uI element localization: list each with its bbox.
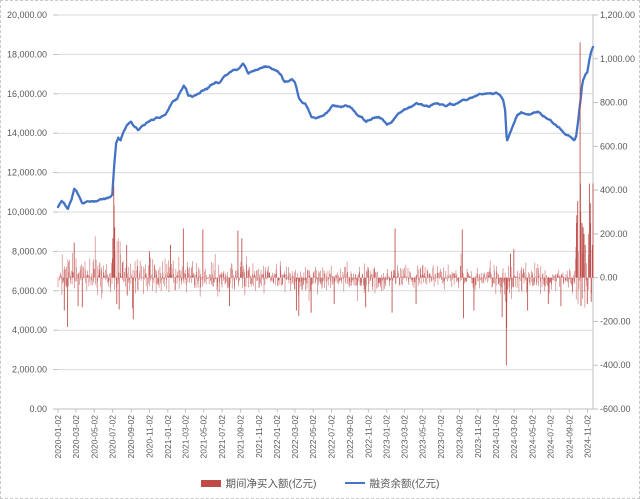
x-axis-label: 2020-07-02 (108, 415, 118, 459)
y-axis-label-left: 20,000.00 (7, 10, 47, 20)
x-axis-label: 2021-09-02 (236, 415, 246, 459)
y-axis-label-right: 400.00 (600, 185, 628, 195)
y-axis-label-left: 8,000.00 (12, 246, 47, 256)
y-axis-label-left: 10,000.00 (7, 207, 47, 217)
y-axis-label-right: 200.00 (600, 229, 628, 239)
y-axis-label-left: 12,000.00 (7, 168, 47, 178)
x-axis-label: 2024-01-02 (491, 415, 501, 459)
gridlines (53, 14, 598, 413)
legend-label-net-buy: 期间净买入额(亿元) (225, 477, 317, 490)
y-axis-label-right: 600.00 (600, 141, 628, 151)
legend-swatch-balance-line (344, 481, 365, 485)
y-axis-label-left: 2,000.00 (12, 365, 47, 375)
x-axis-label: 2022-05-02 (308, 415, 318, 459)
x-axis-label: 2021-01-02 (163, 415, 173, 459)
x-axis-label: 2021-03-02 (180, 415, 190, 459)
y-axis-label-left: 4,000.00 (12, 325, 47, 335)
y-axis-label-right: 0.00 (600, 273, 618, 283)
chart-canvas: 20,000.00 18,000.00 16,000.00 14,000.00 12,0… (7, 10, 635, 458)
x-axis-label: 2023-03-02 (399, 415, 409, 459)
y-axis-label-left: 18,000.00 (7, 49, 47, 59)
legend-label-balance: 融资余额(亿元) (369, 477, 440, 490)
x-axis-label: 2023-11-02 (473, 415, 483, 458)
x-axis-label: 2024-05-02 (527, 415, 537, 459)
x-axis-label: 2023-07-02 (436, 415, 446, 459)
y-axis-label-right: 1,000.00 (600, 54, 635, 64)
x-axis-label: 2020-11-02 (144, 415, 154, 458)
x-axis-label: 2021-07-02 (217, 415, 227, 459)
legend-item-net-buy: 期间净买入额(亿元) (200, 476, 317, 491)
y-axis-label-right: -200.00 (600, 316, 631, 326)
x-axis-label: 2024-07-02 (546, 415, 556, 459)
line-series-margin-balance (56, 45, 595, 211)
bar-series-net-buy (57, 42, 594, 366)
y-axis-label-left: 14,000.00 (7, 128, 47, 138)
x-axis-label: 2020-05-02 (89, 415, 99, 459)
x-axis-label: 2023-05-02 (418, 415, 428, 459)
x-axis-label: 2022-03-02 (290, 415, 300, 459)
x-axis-label: 2024-03-02 (509, 415, 519, 459)
legend: 期间净买入额(亿元) 融资余额(亿元) (1, 474, 639, 492)
x-axis-label: 2020-03-02 (71, 415, 81, 459)
x-axis-label: 2023-09-02 (455, 415, 465, 459)
y-axis-label-left: 6,000.00 (12, 286, 47, 296)
y-axis-label-left: 16,000.00 (7, 89, 47, 99)
y-axis-label-right: 1,200.00 (600, 10, 635, 20)
x-axis-label: 2022-09-02 (345, 415, 355, 459)
x-axis-label: 2021-11-02 (254, 415, 264, 458)
x-axis-label: 2021-05-02 (199, 415, 209, 459)
y-axis-label-left: 0.00 (29, 404, 47, 414)
legend-item-balance: 融资余额(亿元) (344, 476, 440, 491)
x-axis-label: 2022-01-02 (272, 415, 282, 459)
y-axis-label-right: -600.00 (600, 404, 631, 414)
x-axis-label: 2023-01-02 (382, 415, 392, 459)
y-axis-label-right: 800.00 (600, 98, 628, 108)
y-axis-label-right: -400.00 (600, 360, 631, 370)
axis-labels: 20,000.00 18,000.00 16,000.00 14,000.00 12,0… (7, 10, 635, 458)
x-axis-label: 2022-07-02 (326, 415, 336, 459)
x-axis-label: 2020-09-02 (126, 415, 136, 459)
x-axis-label: 2024-09-02 (564, 415, 574, 459)
x-axis-label: 2024-11-02 (583, 415, 593, 458)
x-axis-label: 2022-11-02 (363, 415, 373, 458)
legend-swatch-net-buy-bar (200, 479, 221, 487)
x-axis-label: 2020-01-02 (53, 415, 63, 459)
